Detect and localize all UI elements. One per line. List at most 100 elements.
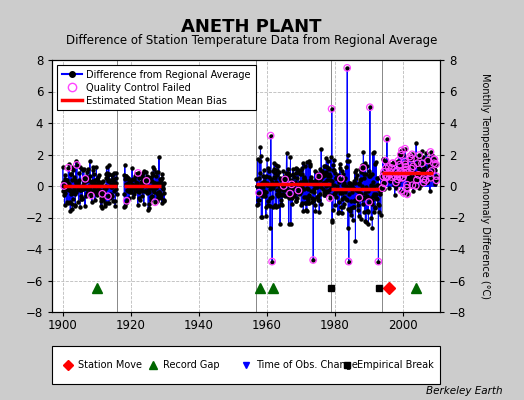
Point [383, 173, 391, 180]
Point [64, 165, 72, 171]
Point [398, 147, 406, 154]
Point [151, 199, 159, 206]
Point [414, 172, 422, 178]
Point [425, 170, 434, 176]
Point [408, 151, 416, 158]
Point [337, 176, 345, 182]
Point [408, 182, 417, 188]
Point [418, 160, 426, 166]
Point [394, 158, 402, 164]
Point [411, 182, 420, 189]
Point [379, 174, 387, 180]
Point [387, 174, 396, 180]
Point [432, 161, 440, 168]
Point [398, 175, 407, 181]
Point [427, 174, 435, 181]
Point [399, 174, 407, 180]
Text: ANETH PLANT: ANETH PLANT [181, 18, 322, 36]
Point [73, 162, 81, 168]
Point [385, 164, 393, 170]
Point [419, 176, 428, 182]
Point [421, 177, 430, 183]
Point [134, 170, 142, 176]
Point [309, 257, 318, 263]
Point [403, 182, 411, 188]
Point [286, 190, 294, 197]
Point [394, 171, 402, 177]
Point [402, 184, 411, 191]
Point [279, 183, 288, 189]
Point [428, 168, 436, 174]
Point [406, 153, 414, 160]
Point [386, 171, 395, 178]
Point [143, 178, 151, 184]
Point [403, 191, 411, 198]
Point [381, 165, 390, 172]
Legend: Difference from Regional Average, Quality Control Failed, Estimated Station Mean: Difference from Regional Average, Qualit… [57, 65, 256, 110]
Point [255, 190, 263, 196]
Point [402, 166, 410, 173]
Point [407, 156, 415, 162]
Point [383, 136, 391, 142]
Point [424, 158, 432, 164]
Point [267, 132, 275, 139]
Point [413, 177, 421, 183]
Point [392, 179, 400, 186]
Point [400, 158, 409, 165]
Text: Berkeley Earth: Berkeley Earth [427, 386, 503, 396]
Point [402, 164, 410, 170]
Point [98, 191, 106, 197]
Text: Empirical Break: Empirical Break [357, 360, 433, 370]
Point [388, 160, 397, 167]
Point [343, 65, 352, 71]
Point [387, 165, 396, 171]
Y-axis label: Monthly Temperature Anomaly Difference (°C): Monthly Temperature Anomaly Difference (… [481, 73, 490, 299]
Point [359, 165, 367, 171]
Text: Record Gap: Record Gap [163, 360, 220, 370]
Point [420, 180, 428, 186]
Text: Time of Obs. Change: Time of Obs. Change [256, 360, 358, 370]
Point [430, 156, 439, 162]
Point [385, 168, 394, 174]
Point [397, 188, 406, 194]
Text: Station Move: Station Move [78, 360, 141, 370]
Point [380, 180, 388, 186]
Point [397, 152, 405, 158]
Point [81, 176, 90, 182]
Point [396, 168, 405, 175]
Point [392, 168, 401, 174]
Point [413, 160, 422, 166]
Point [104, 193, 112, 200]
Point [430, 160, 438, 166]
Point [60, 183, 68, 189]
Point [415, 152, 423, 158]
Point [409, 163, 418, 170]
Point [123, 198, 131, 204]
Point [396, 174, 404, 180]
Point [344, 258, 353, 265]
Point [403, 169, 412, 175]
Point [366, 104, 374, 110]
Point [378, 185, 387, 192]
Point [314, 173, 323, 180]
Point [390, 173, 399, 179]
Point [374, 258, 383, 265]
Point [365, 199, 373, 205]
Point [396, 161, 404, 168]
Point [328, 106, 336, 112]
Point [381, 158, 390, 164]
Point [432, 173, 440, 179]
Point [401, 146, 409, 152]
Point [294, 187, 303, 194]
Point [400, 190, 408, 196]
Point [268, 258, 276, 265]
Point [87, 192, 95, 199]
Point [326, 195, 334, 201]
Point [432, 177, 441, 184]
Point [391, 169, 400, 175]
Point [281, 176, 289, 183]
Point [382, 173, 390, 180]
Text: Difference of Station Temperature Data from Regional Average: Difference of Station Temperature Data f… [66, 34, 437, 47]
Point [383, 174, 391, 181]
Point [389, 160, 397, 166]
